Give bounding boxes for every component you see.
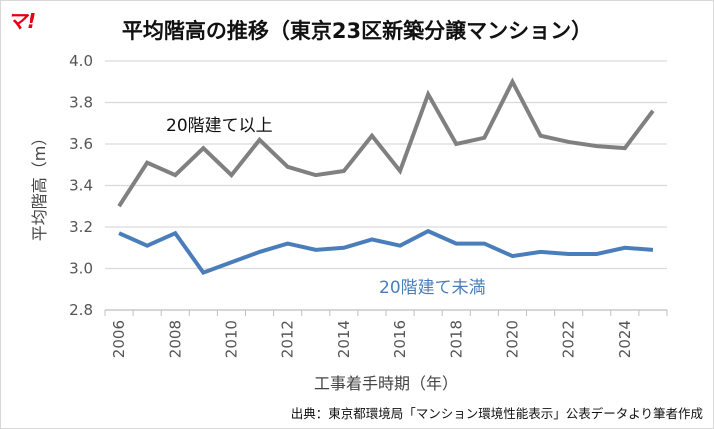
y-tick-label: 3.6 xyxy=(69,135,93,153)
chart-title: 平均階高の推移（東京23区新築分譲マンション） xyxy=(121,19,593,43)
x-tick-label: 2014 xyxy=(335,320,353,358)
series-line-0 xyxy=(117,77,655,208)
series-line-1 xyxy=(118,228,654,276)
x-axis-label: 工事着手時期（年） xyxy=(314,374,458,393)
x-tick-label: 2018 xyxy=(447,320,465,358)
y-axis-label: 平均階高（m） xyxy=(30,130,49,242)
x-tick-label: 2006 xyxy=(110,320,128,358)
logo: マ! xyxy=(7,9,37,33)
x-tick-label: 2022 xyxy=(560,320,578,358)
y-tick-label: 3.8 xyxy=(69,94,93,112)
y-tick-label: 3.2 xyxy=(69,218,93,236)
x-tick-label: 2024 xyxy=(616,320,634,358)
y-tick-label: 4.0 xyxy=(69,52,93,70)
x-tick-label: 2008 xyxy=(166,320,184,358)
y-tick-label: 3.0 xyxy=(69,260,93,278)
series-label-under20: 20階建て未満 xyxy=(379,278,486,298)
x-tick-label: 2020 xyxy=(503,320,521,358)
x-tick-label: 2016 xyxy=(391,320,409,358)
y-tick-label: 2.8 xyxy=(69,301,93,319)
y-tick-label: 3.4 xyxy=(69,177,93,195)
source-note: 出典：東京都環境局「マンション環境性能表示」公表データより筆者作成 xyxy=(290,406,703,421)
series-label-20plus: 20階建て以上 xyxy=(166,116,273,136)
x-tick-label: 2010 xyxy=(222,320,240,358)
x-tick-label: 2012 xyxy=(279,320,297,358)
